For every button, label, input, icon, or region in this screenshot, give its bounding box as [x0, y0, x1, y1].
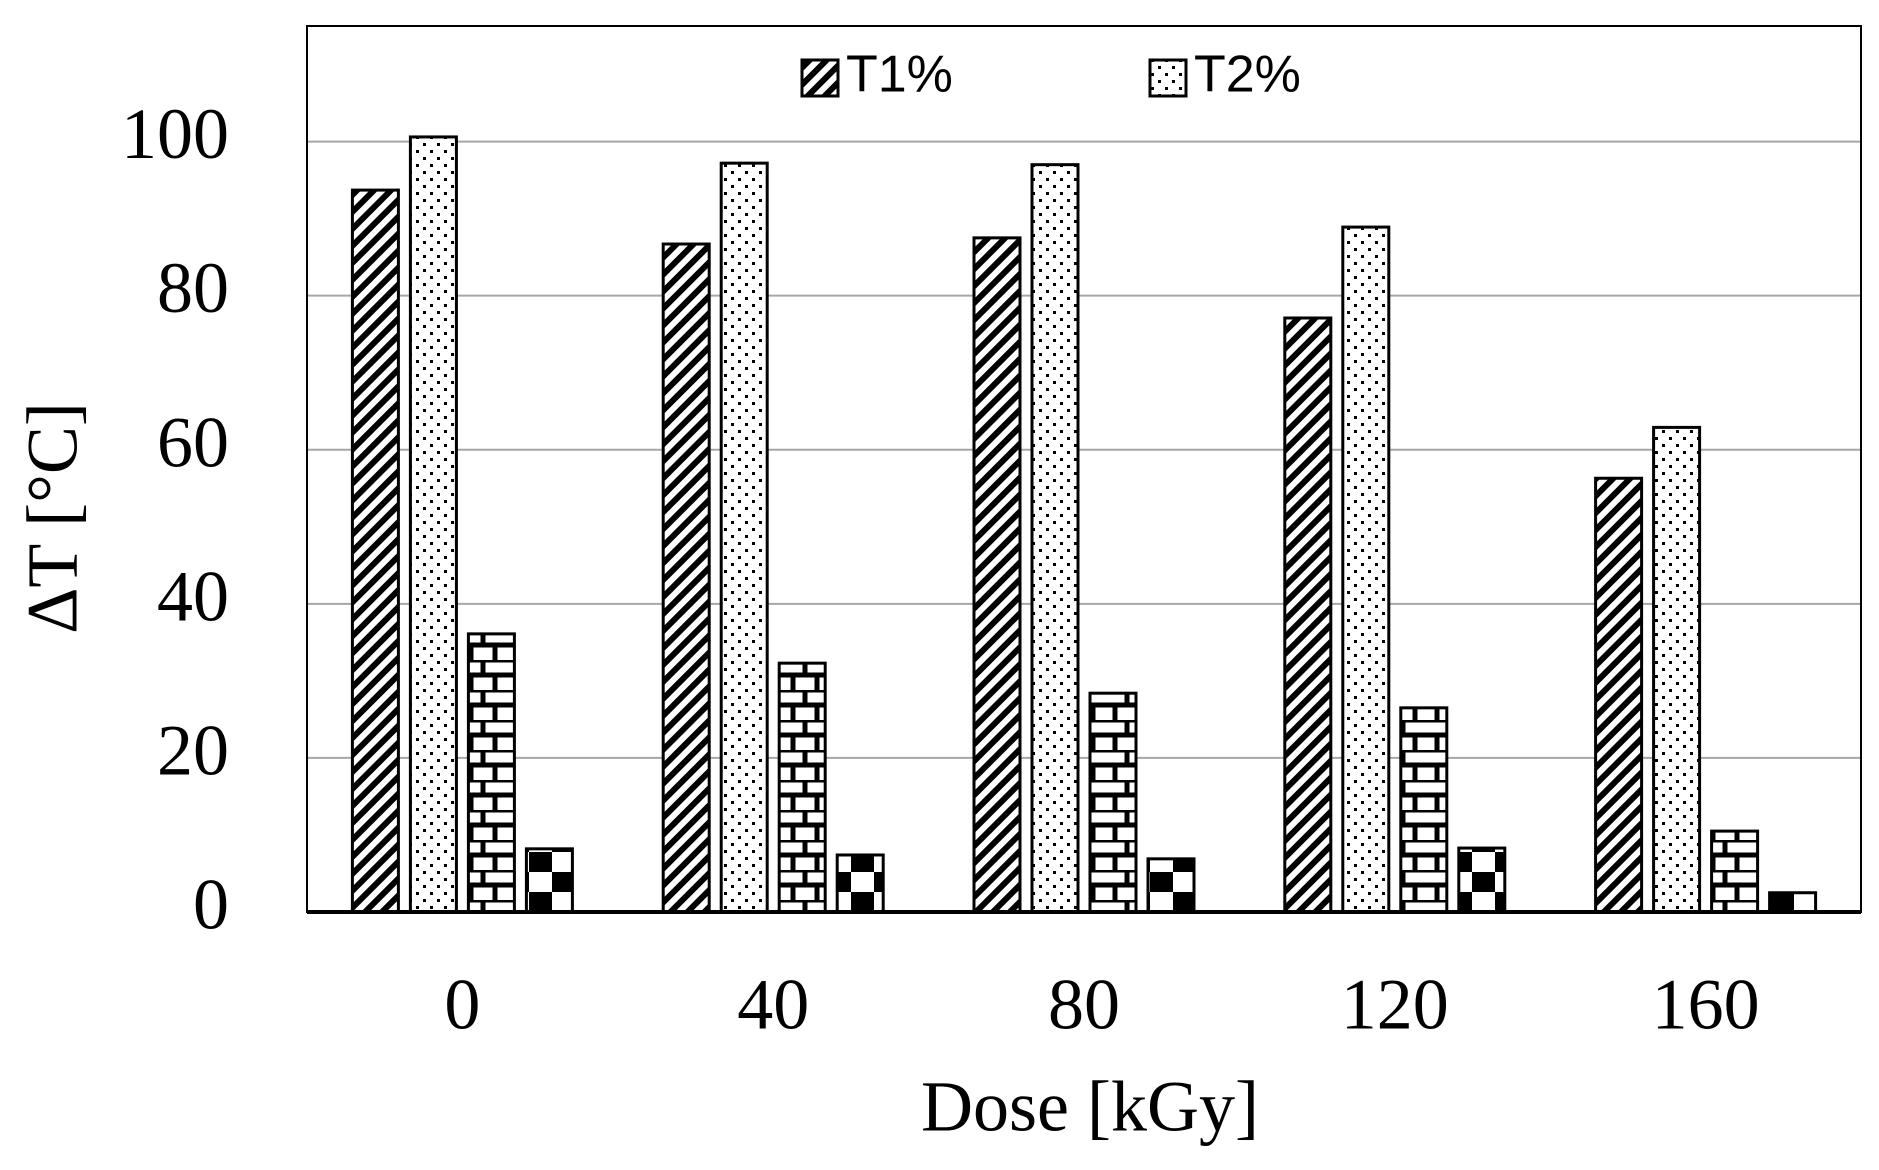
x-tick-label: 120: [1341, 965, 1449, 1045]
x-axis-title: Dose [kGy]: [921, 1067, 1259, 1147]
legend-swatch: [1148, 58, 1188, 98]
x-tick-label: 0: [444, 965, 480, 1045]
bar: [1030, 163, 1080, 914]
bar: [972, 236, 1022, 914]
bars: [350, 135, 1818, 914]
y-axis-title: ΔT [°C]: [13, 402, 93, 634]
bar: [777, 661, 827, 914]
x-tick-label: 80: [1048, 965, 1120, 1045]
bar: [408, 135, 458, 914]
y-tick-label: 100: [121, 94, 229, 174]
y-tick-label: 80: [157, 248, 229, 328]
bar: [1146, 857, 1196, 914]
bar: [1768, 891, 1818, 914]
bar: [1457, 846, 1507, 914]
bar: [350, 188, 400, 914]
x-tick-label: 40: [737, 965, 809, 1045]
y-tick-label: 20: [157, 710, 229, 790]
bar: [466, 632, 516, 914]
bar: [661, 242, 711, 914]
y-tick-label: 0: [193, 865, 229, 945]
x-tick-label: 160: [1652, 965, 1760, 1045]
legend-label: T1%: [846, 46, 953, 104]
bar: [1710, 829, 1760, 914]
bar: [1341, 225, 1391, 914]
bar: [1652, 425, 1702, 914]
bar: [835, 853, 885, 914]
bar: [1594, 476, 1644, 914]
bar: [1399, 706, 1449, 914]
bar: [1088, 691, 1138, 914]
y-tick-label: 60: [157, 402, 229, 482]
y-tick-label: 40: [157, 556, 229, 636]
legend-label: T2%: [1194, 46, 1301, 104]
bar: [719, 161, 769, 914]
bar: [524, 847, 574, 914]
legend-swatch: [800, 58, 840, 98]
bar: [1283, 316, 1333, 914]
